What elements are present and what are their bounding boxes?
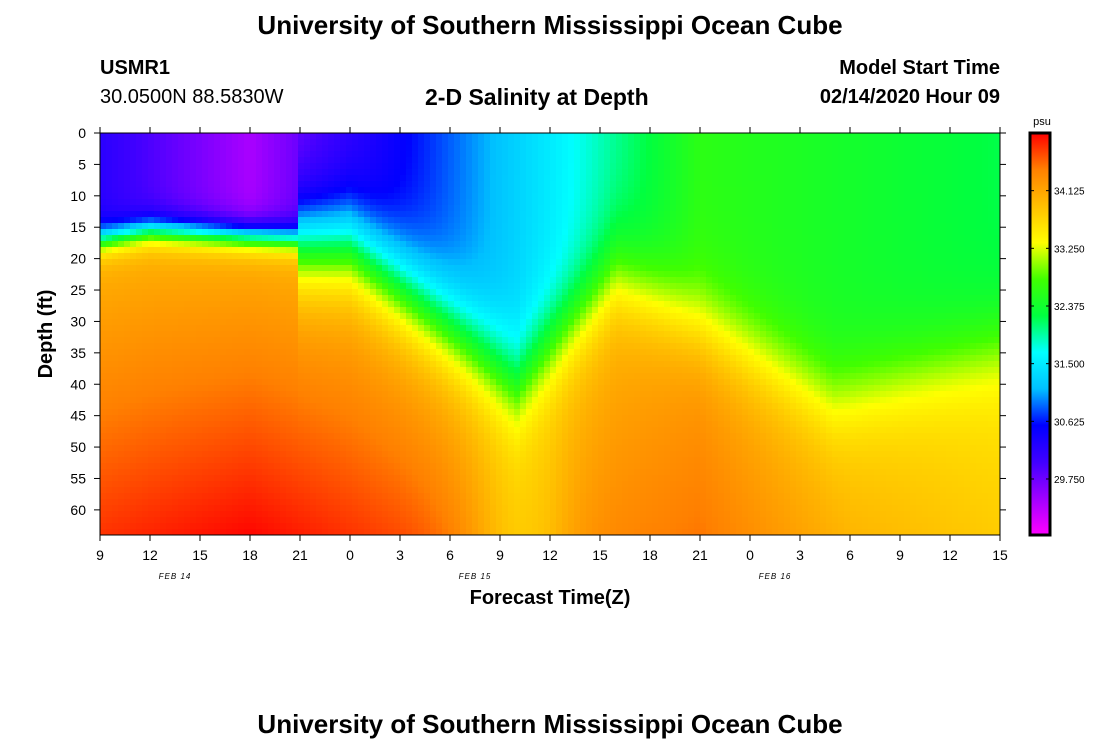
x-tick-label: 15: [592, 547, 608, 563]
x-tick-label: 0: [746, 547, 754, 563]
x-tick-label: 6: [446, 547, 454, 563]
colorbar-tick-label: 29.750: [1054, 475, 1085, 486]
y-tick-label: 0: [78, 125, 86, 141]
bottom-title: University of Southern Mississippi Ocean…: [257, 709, 843, 739]
x-tick-label: 18: [242, 547, 258, 563]
y-tick-label: 40: [70, 376, 86, 392]
x-day-label: FEB 16: [759, 572, 792, 581]
model-start-label: Model Start Time: [839, 57, 1000, 79]
x-tick-label: 0: [346, 547, 354, 563]
x-tick-label: 15: [992, 547, 1008, 563]
x-tick-label: 12: [942, 547, 958, 563]
colorbar-unit: psu: [1033, 116, 1051, 128]
y-tick-label: 30: [70, 313, 86, 329]
x-tick-label: 21: [692, 547, 708, 563]
x-tick-label: 12: [542, 547, 558, 563]
x-tick-label: 12: [142, 547, 158, 563]
x-tick-label: 9: [896, 547, 904, 563]
colorbar-tick-label: 33.250: [1054, 244, 1085, 255]
x-tick-label: 18: [642, 547, 658, 563]
x-tick-label: 3: [396, 547, 404, 563]
y-tick-label: 50: [70, 439, 86, 455]
station-coordinates: 30.0500N 88.5830W: [100, 86, 284, 108]
colorbar-tick-label: 32.375: [1054, 302, 1085, 313]
y-axis: 0 5 10 15 20 25 30 35 40 45 50 55 60: [70, 125, 1006, 518]
salinity-heatmap: [100, 133, 1000, 535]
y-tick-label: 55: [70, 470, 86, 486]
x-day-label: FEB 15: [459, 572, 492, 581]
y-tick-label: 25: [70, 282, 86, 298]
station-id: USMR1: [100, 57, 171, 79]
x-tick-label: 6: [846, 547, 854, 563]
x-tick-label: 15: [192, 547, 208, 563]
colorbar-tick-label: 31.500: [1054, 360, 1085, 371]
x-day-label: FEB 14: [159, 572, 192, 581]
y-tick-label: 15: [70, 219, 86, 235]
colorbar: psu 34.125 33.250 32.375 31.500 30.625 29.750: [1028, 116, 1085, 537]
y-tick-label: 35: [70, 345, 86, 361]
colorbar-tick-label: 30.625: [1054, 417, 1085, 428]
main-title: University of Southern Mississippi Ocean…: [257, 10, 843, 40]
y-tick-label: 45: [70, 408, 86, 424]
x-tick-label: 21: [292, 547, 308, 563]
plot-title: 2-D Salinity at Depth: [425, 84, 649, 110]
colorbar-gradient: [1028, 131, 1052, 537]
y-tick-label: 60: [70, 502, 86, 518]
x-tick-label: 3: [796, 547, 804, 563]
y-tick-label: 5: [78, 156, 86, 172]
x-tick-label: 9: [496, 547, 504, 563]
x-axis-label: Forecast Time(Z): [470, 587, 631, 609]
y-tick-label: 10: [70, 188, 86, 204]
model-start-value: 02/14/2020 Hour 09: [819, 86, 1000, 108]
y-axis-label: Depth (ft): [35, 290, 57, 379]
y-tick-label: 20: [70, 251, 86, 267]
colorbar-tick-label: 34.125: [1054, 187, 1085, 198]
x-tick-label: 9: [96, 547, 104, 563]
